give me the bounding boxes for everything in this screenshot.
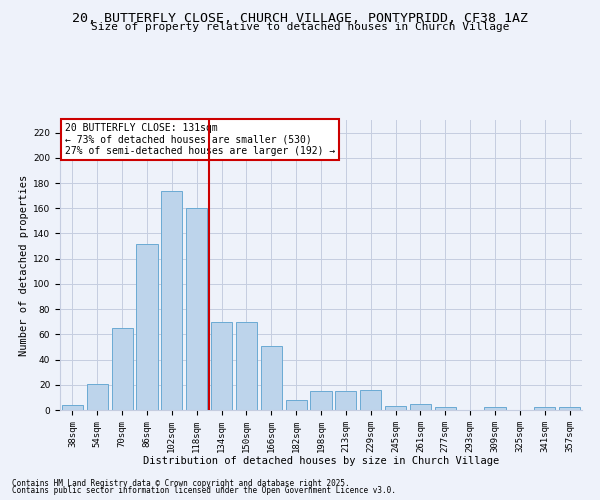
Bar (360, 390, 381, 410)
Bar (112, 328, 133, 410)
Bar (62, 405, 83, 410)
Text: Contains HM Land Registry data © Crown copyright and database right 2025.: Contains HM Land Registry data © Crown c… (12, 478, 350, 488)
Y-axis label: Number of detached properties: Number of detached properties (19, 174, 29, 356)
Bar (236, 322, 257, 410)
Bar (186, 208, 207, 410)
Text: Size of property relative to detached houses in Church Village: Size of property relative to detached ho… (91, 22, 509, 32)
Bar (261, 346, 282, 410)
Bar (161, 190, 182, 410)
Bar (211, 322, 232, 410)
Bar (534, 408, 555, 410)
Text: 20 BUTTERFLY CLOSE: 131sqm
← 73% of detached houses are smaller (530)
27% of sem: 20 BUTTERFLY CLOSE: 131sqm ← 73% of deta… (65, 123, 335, 156)
Bar (435, 408, 456, 410)
Bar (286, 400, 307, 410)
Bar (136, 244, 158, 410)
Bar (484, 408, 506, 410)
Text: 20, BUTTERFLY CLOSE, CHURCH VILLAGE, PONTYPRIDD, CF38 1AZ: 20, BUTTERFLY CLOSE, CHURCH VILLAGE, PON… (72, 12, 528, 26)
X-axis label: Distribution of detached houses by size in Church Village: Distribution of detached houses by size … (143, 456, 499, 466)
Bar (385, 406, 406, 410)
Bar (310, 391, 332, 410)
Bar (335, 391, 356, 410)
Text: Contains public sector information licensed under the Open Government Licence v3: Contains public sector information licen… (12, 486, 396, 495)
Bar (559, 408, 580, 410)
Bar (87, 384, 108, 410)
Bar (410, 404, 431, 410)
